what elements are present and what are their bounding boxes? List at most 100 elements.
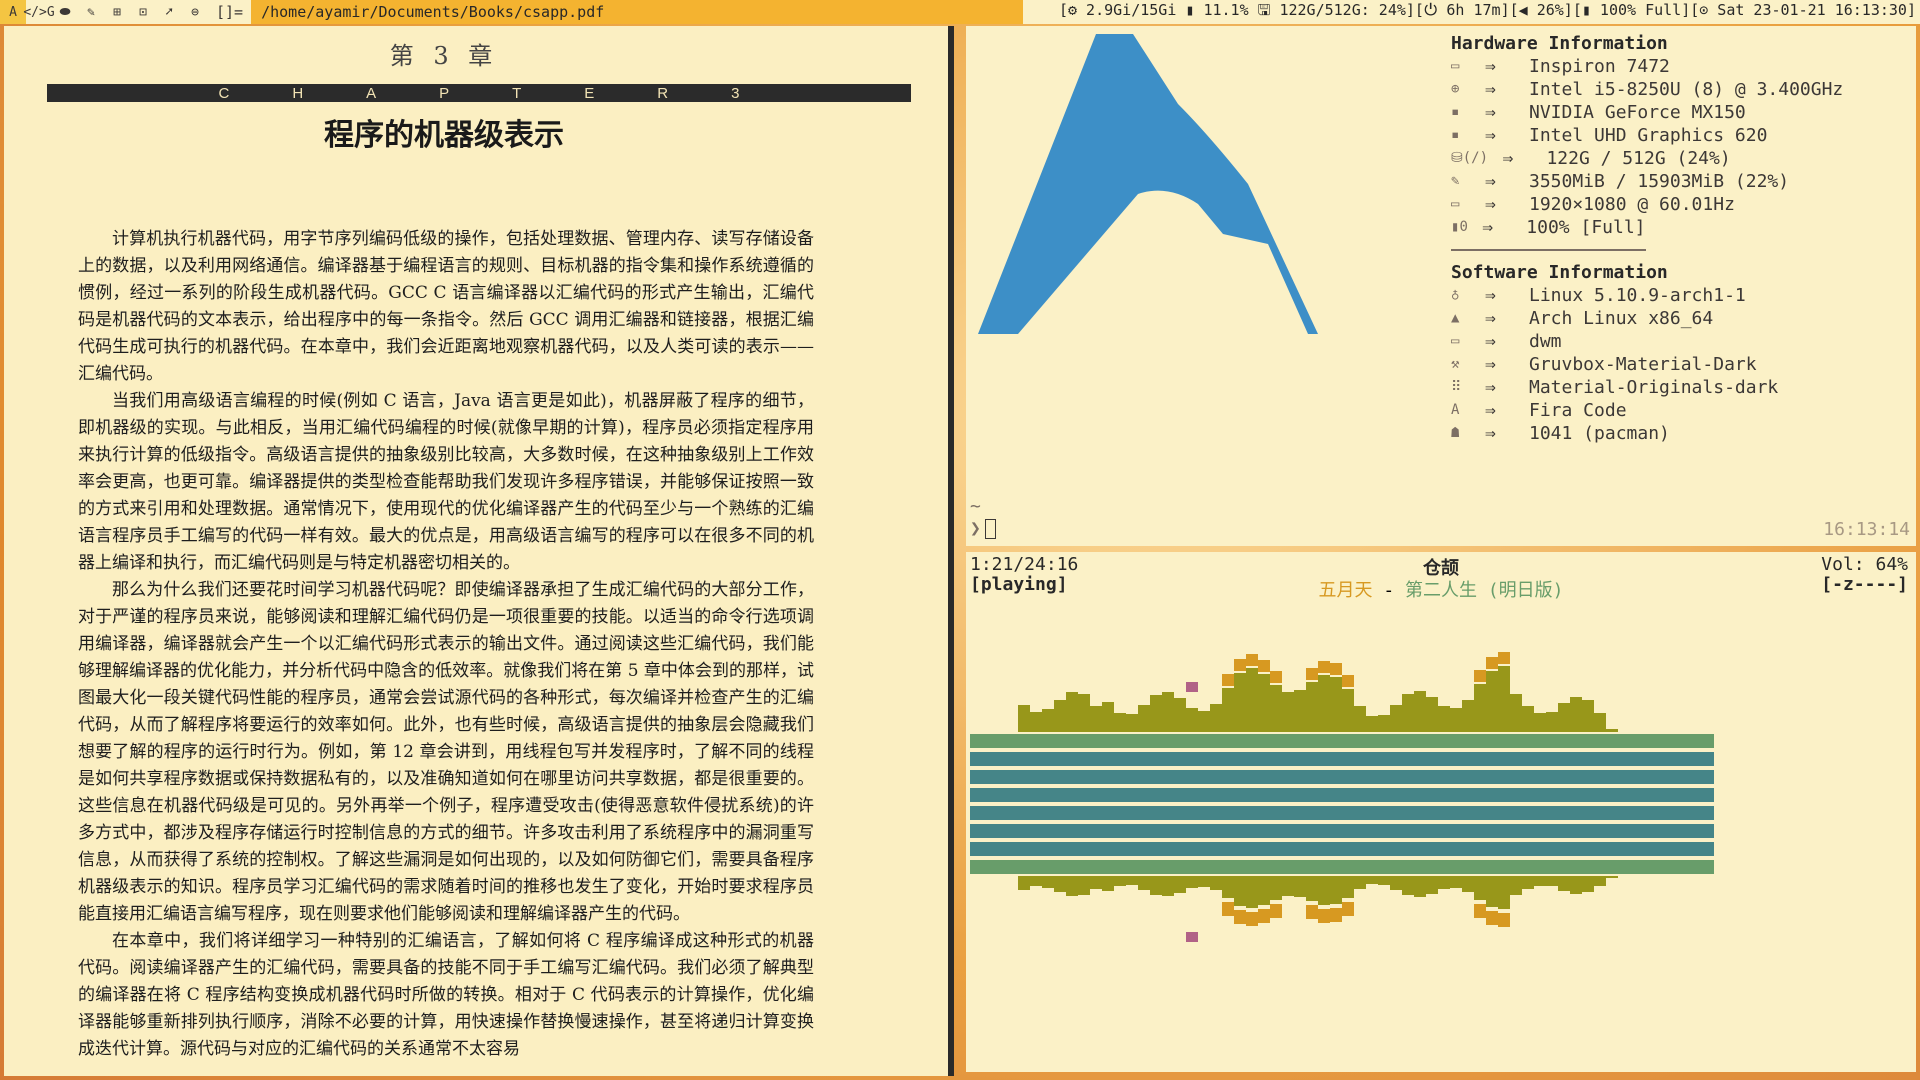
visualizer-bar <box>1414 876 1426 897</box>
visualizer-bar <box>1414 806 1426 820</box>
visualizer-bar <box>1258 734 1270 748</box>
laptop-icon: ▭ <box>1451 58 1460 74</box>
visualizer-bar <box>1198 770 1210 784</box>
visualizer-bar <box>1666 770 1678 784</box>
visualizer-bar <box>1414 842 1426 856</box>
visualizer-bar <box>1390 806 1402 820</box>
tag-3[interactable]: ⬬ <box>59 4 71 20</box>
visualizer-bar <box>1354 770 1366 784</box>
visualizer-bar <box>1438 842 1450 856</box>
visualizer-bar <box>1474 734 1486 748</box>
paragraph: 那么为什么我们还要花时间学习机器代码呢？即使编译器承担了生成汇编代码的大部分工作… <box>78 580 814 924</box>
visualizer-bar <box>1342 860 1354 874</box>
visualizer-bar <box>1234 788 1246 802</box>
info-value: 1920×1080 @ 60.01Hz <box>1529 194 1735 215</box>
visualizer-bar <box>1450 708 1462 732</box>
visualizer-bar <box>1306 682 1318 732</box>
visualizer-bar <box>1042 860 1054 874</box>
visualizer-bar <box>1150 695 1162 732</box>
visualizer-bar <box>1678 770 1690 784</box>
visualizer-bar <box>1342 842 1354 856</box>
visualizer-bar <box>1282 876 1294 896</box>
music-player-window[interactable]: 1:21/24:16 [playing] 仓颉 Vol: 64% [-z----… <box>966 552 1916 1072</box>
visualizer-bar <box>1222 860 1234 874</box>
play-state: [playing] <box>970 574 1068 595</box>
song-info: 五月天 - 第二人生 (明日版) <box>966 576 1916 602</box>
visualizer-bar <box>1594 824 1606 838</box>
visualizer-bar <box>1210 704 1222 732</box>
visualizer-bar <box>1390 860 1402 874</box>
visualizer-bar <box>1546 752 1558 766</box>
visualizer-bar <box>1522 734 1534 748</box>
visualizer-bar <box>1450 876 1462 888</box>
pdf-viewer-window[interactable]: 第 3 章 C H A P T E R 3 程序的机器级表示 计算机执行机器代码… <box>4 26 954 1076</box>
software-row: ⠿ ⇒ Material-Originals-dark <box>1451 376 1843 399</box>
arrow-icon: ⇒ <box>1485 308 1496 329</box>
tag-7[interactable]: ➚ <box>165 4 173 20</box>
tag-1[interactable]: A <box>0 0 26 24</box>
visualizer-bar <box>970 734 982 748</box>
tag-5[interactable]: ⊞ <box>113 4 121 20</box>
visualizer-bar <box>1222 674 1234 686</box>
visualizer-bar <box>1426 824 1438 838</box>
visualizer-bar <box>1030 876 1042 886</box>
shell-prompt[interactable]: ~ ❯ <box>970 496 996 540</box>
visualizer-bar <box>1078 770 1090 784</box>
visualizer-bar <box>1330 860 1342 874</box>
visualizer-bar <box>1462 734 1474 748</box>
visualizer-bar <box>1378 806 1390 820</box>
visualizer-bar <box>1330 842 1342 856</box>
tag-2[interactable]: </>G <box>23 4 55 20</box>
visualizer-bar <box>1342 902 1354 916</box>
paragraph: 计算机执行机器代码，用字节序列编码低级的操作，包括处理数据、管理内存、读写存储设… <box>78 229 814 384</box>
visualizer-bar <box>1534 734 1546 748</box>
visualizer-bar <box>1018 824 1030 838</box>
software-row: ⚒ ⇒ Gruvbox-Material-Dark <box>1451 353 1843 376</box>
visualizer-bar <box>1534 713 1546 732</box>
visualizer-bar <box>1462 876 1474 892</box>
visualizer-bar <box>1114 713 1126 732</box>
visualizer-bar <box>1090 788 1102 802</box>
visualizer-bar <box>1450 788 1462 802</box>
visualizer-bar <box>1258 876 1270 905</box>
tag-4[interactable]: ✎ <box>87 4 95 20</box>
visualizer-bar <box>1210 752 1222 766</box>
visualizer-bar <box>1258 752 1270 766</box>
visualizer-bar <box>1114 842 1126 856</box>
visualizer-bar <box>1066 692 1078 732</box>
visualizer-bar <box>1414 824 1426 838</box>
visualizer-bar <box>1150 876 1162 895</box>
visualizer-bar <box>1486 657 1498 669</box>
visualizer-bar <box>1270 752 1282 766</box>
visualizer-bar <box>1042 876 1054 888</box>
visualizer-bar <box>1198 752 1210 766</box>
visualizer-bar <box>1342 806 1354 820</box>
visualizer-bar <box>1414 691 1426 732</box>
visualizer-bar <box>1570 824 1582 838</box>
arrow-icon: ⇒ <box>1485 331 1496 352</box>
visualizer-bar <box>1282 788 1294 802</box>
visualizer-bar <box>1066 860 1078 874</box>
visualizer-bar <box>1114 876 1126 886</box>
visualizer-bar <box>1426 734 1438 748</box>
visualizer-bar <box>1522 860 1534 874</box>
visualizer-bar <box>1402 876 1414 895</box>
visualizer-bar <box>1438 788 1450 802</box>
layout-symbol[interactable]: []= <box>216 3 244 21</box>
visualizer-bar <box>1234 842 1246 856</box>
visualizer-bar <box>1666 752 1678 766</box>
visualizer-bar <box>1630 788 1642 802</box>
terminal-window[interactable]: Hardware Information ▭ ⇒ Inspiron 7472 ⊕ ⇒ In… <box>966 26 1916 546</box>
visualizer-bar <box>1366 842 1378 856</box>
arrow-icon: ⇒ <box>1485 194 1496 215</box>
visualizer-bar <box>1402 842 1414 856</box>
font-icon: A <box>1451 402 1460 418</box>
tag-6[interactable]: ⊡ <box>139 4 147 20</box>
visualizer-bar <box>1258 824 1270 838</box>
info-value: Linux 5.10.9-arch1-1 <box>1529 285 1746 306</box>
tag-8[interactable]: ⊜ <box>191 4 199 20</box>
visualizer-bar <box>1186 682 1198 692</box>
arrow-icon: ⇒ <box>1485 171 1496 192</box>
visualizer-bar <box>1582 824 1594 838</box>
visualizer-bar <box>1294 842 1306 856</box>
